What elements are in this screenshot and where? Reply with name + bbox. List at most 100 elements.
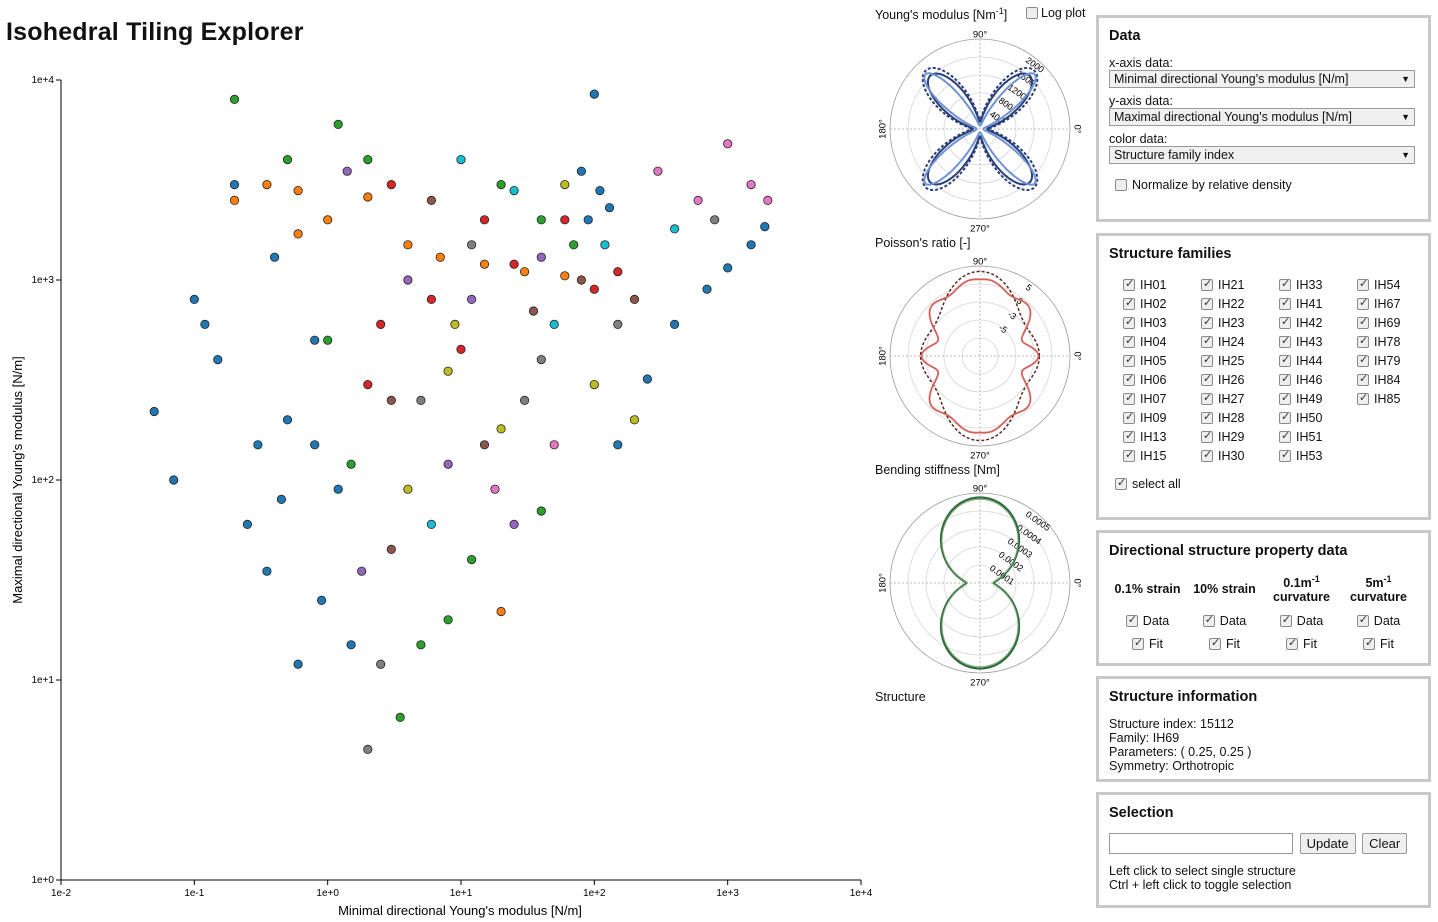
scatter-point[interactable] <box>560 215 570 225</box>
data-checkbox[interactable] <box>1125 613 1138 627</box>
family-checkbox[interactable] <box>1201 296 1213 310</box>
scatter-point[interactable] <box>229 94 240 105</box>
normalize-checkbox[interactable] <box>1115 179 1127 191</box>
scatter-point[interactable] <box>426 519 436 529</box>
fit-checkbox[interactable] <box>1363 636 1376 650</box>
scatter-point[interactable] <box>426 195 436 205</box>
scatter-point[interactable] <box>509 519 519 529</box>
scatter-point[interactable] <box>560 271 570 281</box>
family-toggle[interactable]: IH54 <box>1357 276 1435 293</box>
data-toggle-col4[interactable]: Data <box>1340 609 1417 632</box>
scatter-point[interactable] <box>604 203 615 213</box>
family-toggle[interactable]: IH13 <box>1123 428 1201 445</box>
scatter-point[interactable] <box>589 284 599 294</box>
family-toggle[interactable]: IH07 <box>1123 390 1201 407</box>
family-checkbox[interactable] <box>1279 448 1291 462</box>
scatter-point[interactable] <box>229 195 240 205</box>
scatter-point[interactable] <box>342 166 352 176</box>
family-toggle[interactable]: IH78 <box>1357 333 1435 350</box>
scatter-point[interactable] <box>229 180 240 190</box>
scatter-point[interactable] <box>200 319 210 329</box>
scatter-point[interactable] <box>253 440 263 450</box>
family-checkbox[interactable] <box>1279 277 1291 291</box>
x-axis-select[interactable]: Minimal directional Young's modulus [N/m… <box>1109 70 1415 88</box>
scatter-point[interactable] <box>536 354 546 365</box>
normalize-toggle[interactable]: Normalize by relative density <box>1115 178 1418 192</box>
scatter-point[interactable] <box>549 440 559 450</box>
scatter-point[interactable] <box>576 166 587 176</box>
data-toggle-col2[interactable]: Data <box>1186 609 1263 632</box>
scatter-point[interactable] <box>589 379 599 390</box>
scatter-point[interactable] <box>496 424 506 434</box>
log-plot-checkbox[interactable] <box>1026 7 1038 19</box>
scatter-point[interactable] <box>333 119 343 130</box>
scatter-point[interactable] <box>629 415 640 425</box>
scatter-point[interactable] <box>363 155 373 165</box>
scatter-point[interactable] <box>560 180 570 190</box>
scatter-point[interactable] <box>357 566 367 576</box>
scatter-point[interactable] <box>466 294 477 304</box>
family-toggle[interactable]: IH05 <box>1123 352 1201 369</box>
scatter-point[interactable] <box>282 415 293 425</box>
family-checkbox[interactable] <box>1123 277 1135 291</box>
fit-checkbox[interactable] <box>1209 636 1222 650</box>
scatter-point[interactable] <box>466 240 477 250</box>
scatter-point[interactable] <box>323 215 333 225</box>
scatter-point[interactable] <box>456 344 466 354</box>
scatter-point[interactable] <box>509 259 519 269</box>
scatter-point[interactable] <box>293 186 303 196</box>
family-checkbox[interactable] <box>1201 372 1213 386</box>
scatter-point[interactable] <box>613 440 623 450</box>
scatter-point[interactable] <box>316 595 327 606</box>
family-toggle[interactable]: IH85 <box>1357 390 1435 407</box>
data-checkbox[interactable] <box>1202 613 1215 627</box>
scatter-point[interactable] <box>262 566 272 576</box>
scatter-point[interactable] <box>746 240 756 250</box>
scatter-point[interactable] <box>653 166 663 176</box>
fit-toggle-col2[interactable]: Fit <box>1186 632 1263 655</box>
select-all-checkbox[interactable] <box>1115 476 1127 490</box>
family-checkbox[interactable] <box>1123 334 1135 348</box>
scatter-point[interactable] <box>346 640 356 650</box>
scatter-point[interactable] <box>416 395 426 405</box>
family-checkbox[interactable] <box>1201 448 1213 462</box>
scatter-point[interactable] <box>536 506 546 516</box>
fit-toggle-col3[interactable]: Fit <box>1263 632 1340 655</box>
scatter-point[interactable] <box>509 186 519 196</box>
data-toggle-col1[interactable]: Data <box>1109 609 1186 632</box>
family-toggle[interactable]: IH46 <box>1279 371 1357 388</box>
scatter-point[interactable] <box>333 484 343 494</box>
scatter-point[interactable] <box>702 284 712 294</box>
family-checkbox[interactable] <box>1357 391 1369 405</box>
scatter-point[interactable] <box>629 294 640 304</box>
scatter-point[interactable] <box>363 744 373 755</box>
family-toggle[interactable]: IH50 <box>1279 409 1357 426</box>
scatter-point[interactable] <box>149 406 159 417</box>
scatter-point[interactable] <box>269 252 280 262</box>
scatter-point[interactable] <box>310 335 320 345</box>
family-checkbox[interactable] <box>1123 315 1135 329</box>
family-checkbox[interactable] <box>1357 353 1369 367</box>
scatter-point[interactable] <box>490 484 500 494</box>
scatter-point[interactable] <box>435 252 445 262</box>
data-checkbox[interactable] <box>1356 613 1369 627</box>
scatter-point[interactable] <box>386 544 396 554</box>
scatter-point[interactable] <box>479 440 490 450</box>
family-checkbox[interactable] <box>1279 429 1291 443</box>
family-toggle[interactable]: IH79 <box>1357 352 1435 369</box>
fit-checkbox[interactable] <box>1286 636 1299 650</box>
family-checkbox[interactable] <box>1201 410 1213 424</box>
family-toggle[interactable]: IH01 <box>1123 276 1201 293</box>
scatter-point[interactable] <box>549 319 559 329</box>
scatter-point[interactable] <box>600 240 610 250</box>
family-checkbox[interactable] <box>1279 315 1291 329</box>
scatter-point[interactable] <box>443 615 453 625</box>
scatter-point[interactable] <box>262 180 272 190</box>
family-checkbox[interactable] <box>1201 315 1213 329</box>
family-toggle[interactable]: IH43 <box>1279 333 1357 350</box>
family-toggle[interactable]: IH21 <box>1201 276 1279 293</box>
scatter-point[interactable] <box>479 259 490 269</box>
scatter-point[interactable] <box>363 379 373 390</box>
family-toggle[interactable]: IH22 <box>1201 295 1279 312</box>
scatter-point[interactable] <box>450 319 460 329</box>
